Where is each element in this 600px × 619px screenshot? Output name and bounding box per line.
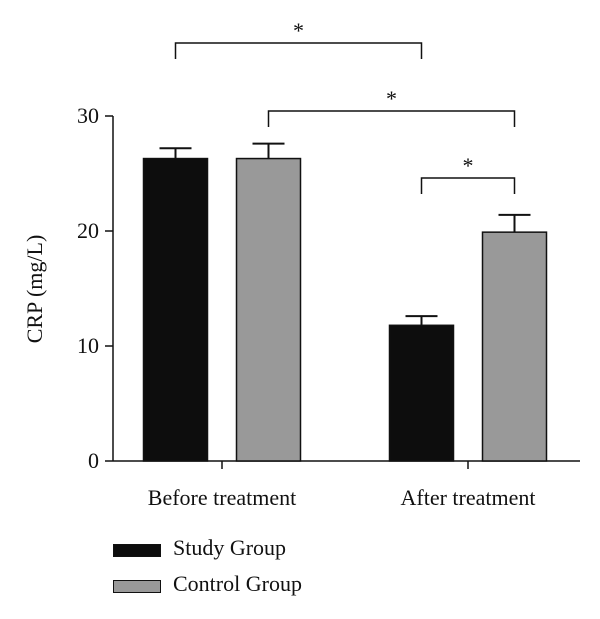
significance-marker: * <box>293 18 304 43</box>
significance-marker: * <box>386 86 397 111</box>
y-tick-label: 30 <box>77 103 99 128</box>
error-bars <box>159 142 531 326</box>
legend-label-study: Study Group <box>173 535 287 560</box>
bar-before-treatment-control-group <box>235 157 302 462</box>
bar-before-treatment-study-group <box>142 157 209 462</box>
significance-marker: * <box>463 153 474 178</box>
y-tick-label: 20 <box>77 218 99 243</box>
x-tick-label-before-treatment: Before treatment <box>148 485 296 510</box>
significance-bracket <box>420 177 516 194</box>
legend-swatch-study <box>113 544 161 557</box>
x-axis: Before treatment After treatment <box>113 460 580 510</box>
y-axis: 0 10 20 30 <box>77 103 114 473</box>
legend-label-control: Control Group <box>173 571 302 596</box>
bar-after-treatment-study-group <box>388 324 455 462</box>
y-tick-label: 10 <box>77 333 99 358</box>
bars <box>142 157 548 462</box>
significance-brackets: * * * <box>174 18 516 194</box>
legend-swatch-control <box>113 580 161 593</box>
y-tick-label: 0 <box>88 448 99 473</box>
y-axis-title: CRP (mg/L) <box>22 235 47 344</box>
significance-bracket <box>267 110 516 127</box>
x-tick-label-after-treatment: After treatment <box>401 485 536 510</box>
bar-after-treatment-control-group <box>481 231 548 462</box>
significance-bracket <box>174 42 423 59</box>
